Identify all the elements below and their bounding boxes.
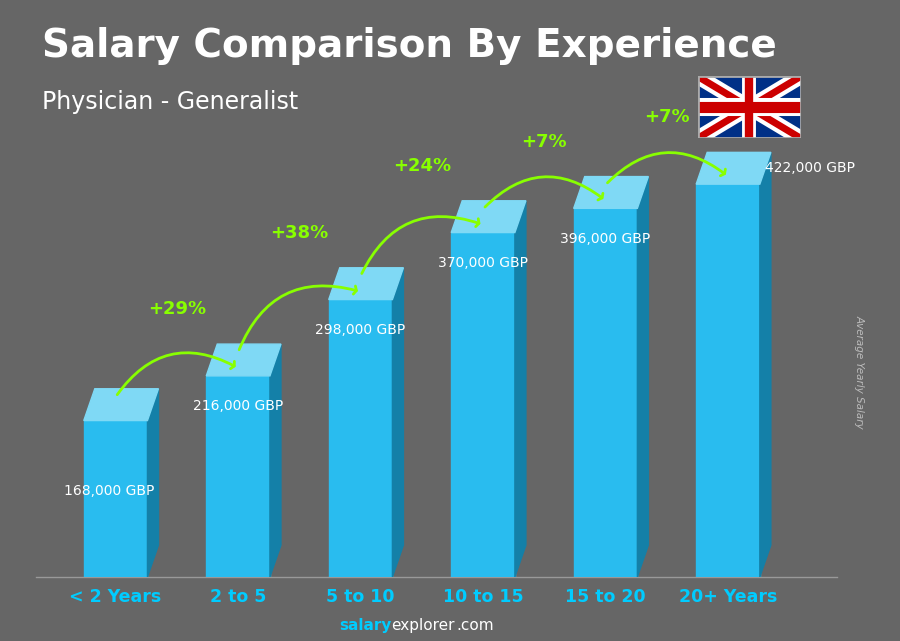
Polygon shape	[697, 184, 760, 577]
Text: explorer: explorer	[392, 619, 455, 633]
Polygon shape	[451, 201, 526, 233]
Polygon shape	[328, 299, 392, 577]
Polygon shape	[84, 388, 158, 420]
Text: 370,000 GBP: 370,000 GBP	[438, 256, 528, 270]
Text: 168,000 GBP: 168,000 GBP	[64, 484, 155, 498]
Polygon shape	[515, 201, 526, 577]
Text: +7%: +7%	[644, 108, 689, 126]
Text: Salary Comparison By Experience: Salary Comparison By Experience	[42, 27, 777, 65]
Text: 216,000 GBP: 216,000 GBP	[193, 399, 284, 413]
Text: Average Yearly Salary: Average Yearly Salary	[854, 315, 865, 429]
Text: 396,000 GBP: 396,000 GBP	[561, 232, 651, 246]
Text: salary: salary	[339, 619, 392, 633]
Polygon shape	[760, 153, 771, 577]
Polygon shape	[328, 268, 403, 299]
Text: +38%: +38%	[270, 224, 328, 242]
Polygon shape	[148, 388, 158, 577]
Polygon shape	[206, 344, 281, 376]
Polygon shape	[206, 376, 270, 577]
Text: 422,000 GBP: 422,000 GBP	[765, 162, 855, 176]
Polygon shape	[270, 344, 281, 577]
Polygon shape	[637, 176, 648, 577]
Text: 298,000 GBP: 298,000 GBP	[315, 323, 406, 337]
Polygon shape	[573, 176, 648, 208]
Polygon shape	[697, 153, 771, 184]
Polygon shape	[451, 233, 515, 577]
Text: +24%: +24%	[392, 157, 451, 175]
Polygon shape	[573, 208, 637, 577]
Polygon shape	[84, 420, 148, 577]
Text: +7%: +7%	[521, 133, 567, 151]
Text: .com: .com	[456, 619, 494, 633]
Polygon shape	[392, 268, 403, 577]
Text: Physician - Generalist: Physician - Generalist	[42, 90, 299, 114]
Text: +29%: +29%	[148, 300, 206, 318]
